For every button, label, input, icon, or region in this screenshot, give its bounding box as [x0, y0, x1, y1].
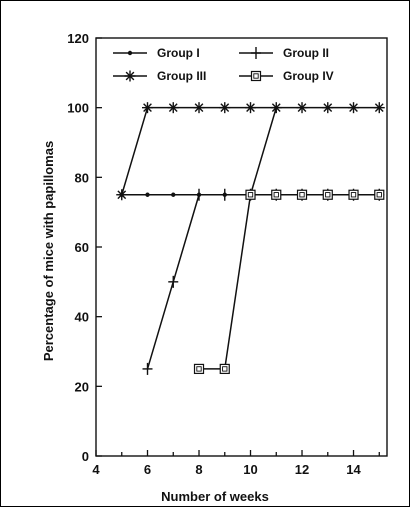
data-point-series-3 [116, 189, 128, 201]
legend-label: Group IV [283, 69, 334, 83]
dot-marker [127, 50, 133, 56]
data-point-series-4 [245, 189, 256, 200]
asterisk-marker-stroke [297, 103, 307, 113]
square-marker-inner [299, 192, 305, 198]
legend-item-3: Group III [113, 69, 206, 83]
legend-label: Group III [157, 69, 206, 83]
asterisk-marker-stroke [271, 103, 281, 113]
y-tick-label: 40 [75, 310, 89, 325]
data-point-series-4 [348, 189, 359, 200]
legend-label: Group II [283, 46, 329, 60]
legend-item-2: Group II [239, 46, 329, 60]
asterisk-marker-stroke [220, 103, 230, 113]
legend-swatch-marker [251, 47, 261, 59]
square-marker-outer [193, 363, 205, 375]
square-marker-outer [296, 189, 308, 200]
plot-border [95, 37, 388, 457]
data-point-series-4 [271, 189, 282, 200]
square-marker-inner [350, 192, 357, 198]
asterisk-marker-stroke [374, 103, 384, 113]
square-marker-outer [374, 189, 385, 200]
square-marker-outer [322, 189, 333, 200]
y-tick-label: 60 [75, 240, 89, 255]
square-marker-inner [253, 73, 259, 79]
y-tick-label: 20 [75, 379, 89, 394]
data-point-series-3 [142, 102, 154, 114]
asterisk-marker-stroke [323, 103, 333, 113]
series-line-5 [249, 107, 277, 195]
y-tick-label: 80 [75, 170, 89, 185]
data-point-series-4 [322, 189, 333, 200]
y-tick-label: 120 [67, 31, 89, 46]
x-axis-title: Number of weeks [161, 489, 269, 504]
series-line-4 [199, 194, 380, 370]
series-line-3 [121, 106, 380, 195]
square-marker-outer [219, 363, 230, 375]
square-marker-outer [348, 189, 359, 200]
data-point-series-4 [374, 189, 385, 200]
asterisk-marker-stroke [125, 71, 135, 81]
x-tick-label: 10 [243, 462, 257, 477]
data-point-series-3 [193, 102, 205, 114]
square-marker-inner [222, 366, 228, 372]
data-point-series-4 [193, 363, 205, 375]
square-marker-inner [196, 366, 202, 372]
legend-label: Group I [157, 46, 200, 60]
legend: Group I Group II Group III Group IV [113, 46, 334, 83]
square-marker-outer [250, 70, 262, 82]
square-marker-inner [273, 192, 279, 198]
dot-marker [171, 192, 176, 197]
asterisk-marker-stroke [117, 190, 127, 200]
square-marker-inner [376, 192, 382, 198]
legend-swatch-marker [250, 70, 262, 82]
legend-swatch-marker [127, 50, 133, 56]
y-tick-label: 0 [82, 449, 89, 464]
asterisk-marker-stroke [168, 103, 178, 113]
legend-item-4: Group IV [239, 69, 334, 83]
asterisk-marker-stroke [143, 103, 152, 113]
data-point-series-3 [348, 102, 360, 114]
series-lines [121, 106, 380, 370]
y-axis-title: Percentage of mice with papillomas [41, 141, 56, 361]
y-tick-label: 100 [67, 101, 89, 116]
data-point-series-4 [296, 189, 308, 200]
asterisk-marker-stroke [194, 103, 204, 113]
data-point-series-3 [167, 102, 179, 114]
data-point-series-1 [171, 192, 176, 197]
legend-swatch-marker [124, 70, 136, 82]
axes [95, 37, 388, 457]
square-marker-inner [247, 192, 254, 198]
square-marker-outer [271, 189, 282, 200]
data-point-series-2 [142, 362, 153, 375]
asterisk-marker-stroke [349, 103, 358, 113]
x-tick-label: 4 [92, 462, 100, 477]
square-marker-inner [325, 192, 331, 198]
legend-item-1: Group I [113, 46, 200, 60]
data-point-series-3 [245, 102, 257, 114]
x-tick-label: 6 [144, 462, 151, 477]
data-point-series-2 [168, 275, 179, 288]
data-point-series-3 [373, 102, 385, 114]
x-tick-label: 14 [346, 462, 361, 477]
square-marker-outer [245, 189, 256, 200]
dot-marker [145, 192, 150, 197]
data-point-series-4 [219, 363, 230, 375]
tick-labels: 0 20 40 60 80 100 120 4 6 8 10 12 14 [67, 31, 361, 477]
data-point-series-3 [270, 102, 282, 114]
series-markers [116, 102, 385, 375]
x-tick-label: 12 [295, 462, 309, 477]
data-point-series-3 [219, 102, 231, 114]
x-tick-label: 8 [195, 462, 202, 477]
data-point-series-3 [322, 102, 334, 114]
data-point-series-2 [194, 188, 205, 201]
data-point-series-2 [219, 188, 230, 201]
data-point-series-1 [145, 192, 150, 197]
series-line-2 [146, 194, 380, 370]
asterisk-marker-stroke [246, 103, 255, 113]
data-point-series-3 [296, 102, 308, 114]
